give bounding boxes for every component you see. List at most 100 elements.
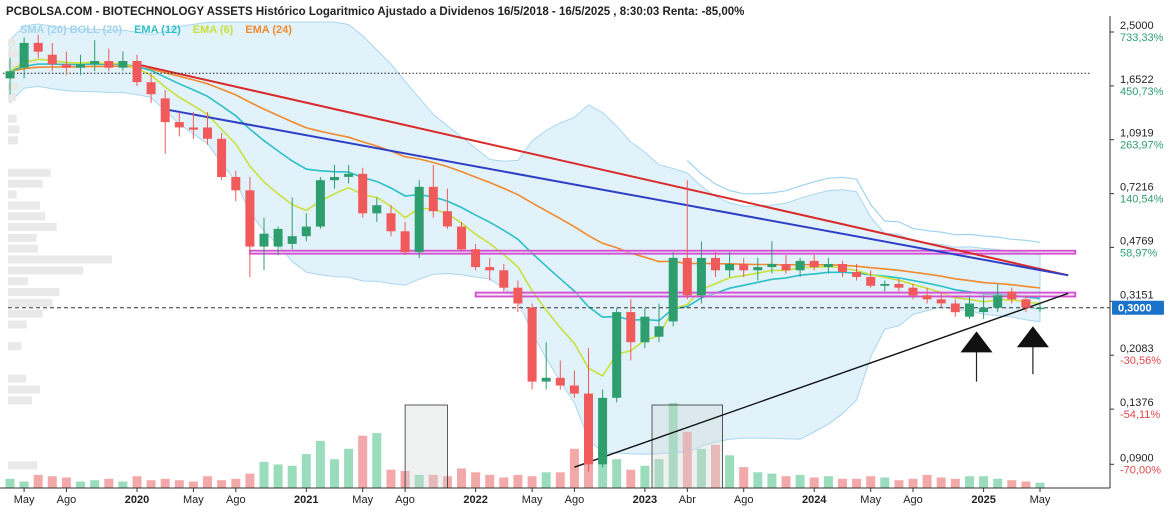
candle-body bbox=[160, 98, 170, 123]
candle bbox=[852, 264, 862, 281]
candle bbox=[132, 54, 142, 86]
volume-profile-bar bbox=[8, 49, 19, 58]
volume-bar bbox=[711, 444, 720, 488]
volume-bar bbox=[76, 481, 85, 488]
candle bbox=[668, 252, 678, 327]
x-tick-label: Abr bbox=[679, 494, 696, 506]
candle bbox=[344, 164, 354, 184]
candle-body bbox=[33, 42, 43, 52]
candle bbox=[795, 257, 805, 277]
candle-body bbox=[654, 326, 664, 337]
candle bbox=[471, 243, 481, 271]
volume-profile-bar bbox=[8, 385, 40, 394]
y-tick-percent: 140,54% bbox=[1120, 194, 1164, 206]
volume-bar bbox=[160, 478, 170, 488]
candle-body bbox=[217, 138, 227, 177]
volume-bar bbox=[1035, 482, 1045, 488]
volume-bar bbox=[795, 474, 805, 488]
x-tick-label: 2021 bbox=[294, 494, 318, 506]
candle-body bbox=[527, 307, 537, 382]
volume-bar bbox=[513, 474, 523, 488]
candle-body bbox=[795, 260, 805, 271]
candle bbox=[880, 280, 890, 292]
annotation-arrows bbox=[960, 326, 1049, 382]
candle bbox=[61, 51, 71, 75]
volume-profile bbox=[8, 38, 112, 470]
candle-body bbox=[569, 385, 579, 394]
candle bbox=[753, 257, 763, 281]
volume-bar bbox=[866, 476, 876, 488]
x-tick-label: May bbox=[183, 494, 204, 506]
volume-profile-bar bbox=[8, 93, 16, 101]
y-tick-percent: 263,97% bbox=[1120, 140, 1164, 152]
volume-bar bbox=[1021, 481, 1031, 488]
volume-bar bbox=[485, 474, 495, 488]
candle-body bbox=[823, 264, 833, 268]
candle-body bbox=[344, 173, 354, 177]
x-tick-label: May bbox=[860, 494, 881, 506]
arrow-head bbox=[960, 331, 993, 353]
volume-profile-bar bbox=[8, 233, 37, 242]
candle-body bbox=[979, 307, 989, 313]
candle bbox=[273, 226, 283, 255]
candle-body bbox=[19, 42, 29, 68]
candle-body bbox=[1007, 291, 1017, 300]
candle bbox=[725, 252, 735, 277]
candle-body bbox=[118, 61, 128, 68]
candle bbox=[188, 112, 198, 139]
candle-body bbox=[739, 264, 749, 271]
legend-entry: EMA (12) bbox=[134, 24, 181, 36]
candle-body bbox=[852, 272, 862, 277]
arrow-head bbox=[1016, 326, 1049, 348]
candle-body bbox=[287, 236, 297, 244]
candle-body bbox=[5, 71, 15, 79]
ema-24-line bbox=[9, 65, 1041, 289]
volume-bar bbox=[993, 478, 1003, 488]
candle-body bbox=[372, 205, 382, 214]
volume-bar bbox=[174, 480, 184, 488]
candle bbox=[922, 287, 932, 304]
volume-bar bbox=[61, 477, 71, 488]
candle-body bbox=[61, 64, 71, 68]
volume-profile-bar bbox=[8, 320, 27, 329]
volume-bar bbox=[739, 467, 749, 488]
volume-profile-bar bbox=[8, 396, 32, 405]
sma-20-line bbox=[686, 160, 1041, 243]
volume-bar bbox=[541, 472, 551, 488]
candle bbox=[428, 164, 438, 218]
candle-body bbox=[485, 267, 495, 271]
volume-bar bbox=[612, 459, 622, 488]
candle-body bbox=[696, 257, 706, 296]
y-tick-label: 0,4769 bbox=[1120, 235, 1154, 247]
candle-body bbox=[936, 299, 946, 304]
candle bbox=[457, 222, 466, 253]
volume-profile-bar bbox=[8, 288, 60, 296]
candle bbox=[541, 342, 551, 390]
volume-profile-bar bbox=[8, 168, 51, 177]
volume-bar bbox=[386, 469, 396, 488]
ema-6-line bbox=[9, 58, 1041, 377]
candle bbox=[414, 180, 424, 258]
candle-body bbox=[104, 61, 114, 68]
candle bbox=[499, 264, 509, 292]
candle-body bbox=[47, 54, 57, 65]
candle-body bbox=[1021, 299, 1031, 308]
candle bbox=[203, 112, 212, 145]
candle bbox=[245, 177, 255, 277]
volume-bar bbox=[104, 478, 114, 488]
volume-bar bbox=[231, 478, 241, 488]
y-tick-label: 0,2083 bbox=[1120, 343, 1154, 355]
volume-profile-bar bbox=[8, 136, 18, 145]
x-tick-label: Ago bbox=[903, 494, 923, 506]
candle-body bbox=[711, 257, 720, 271]
candle bbox=[908, 284, 918, 300]
volume-bar bbox=[569, 448, 579, 488]
candle bbox=[442, 188, 452, 229]
y-tick-percent: 58,97% bbox=[1120, 247, 1158, 259]
candle bbox=[47, 42, 57, 72]
legend: SMA (20) BOLL (20) EMA (12) EMA (6) EMA (24… bbox=[20, 24, 292, 36]
candle-body bbox=[146, 82, 156, 95]
x-tick-label: Ago bbox=[565, 494, 585, 506]
y-tick-label: 1,0919 bbox=[1120, 128, 1154, 140]
